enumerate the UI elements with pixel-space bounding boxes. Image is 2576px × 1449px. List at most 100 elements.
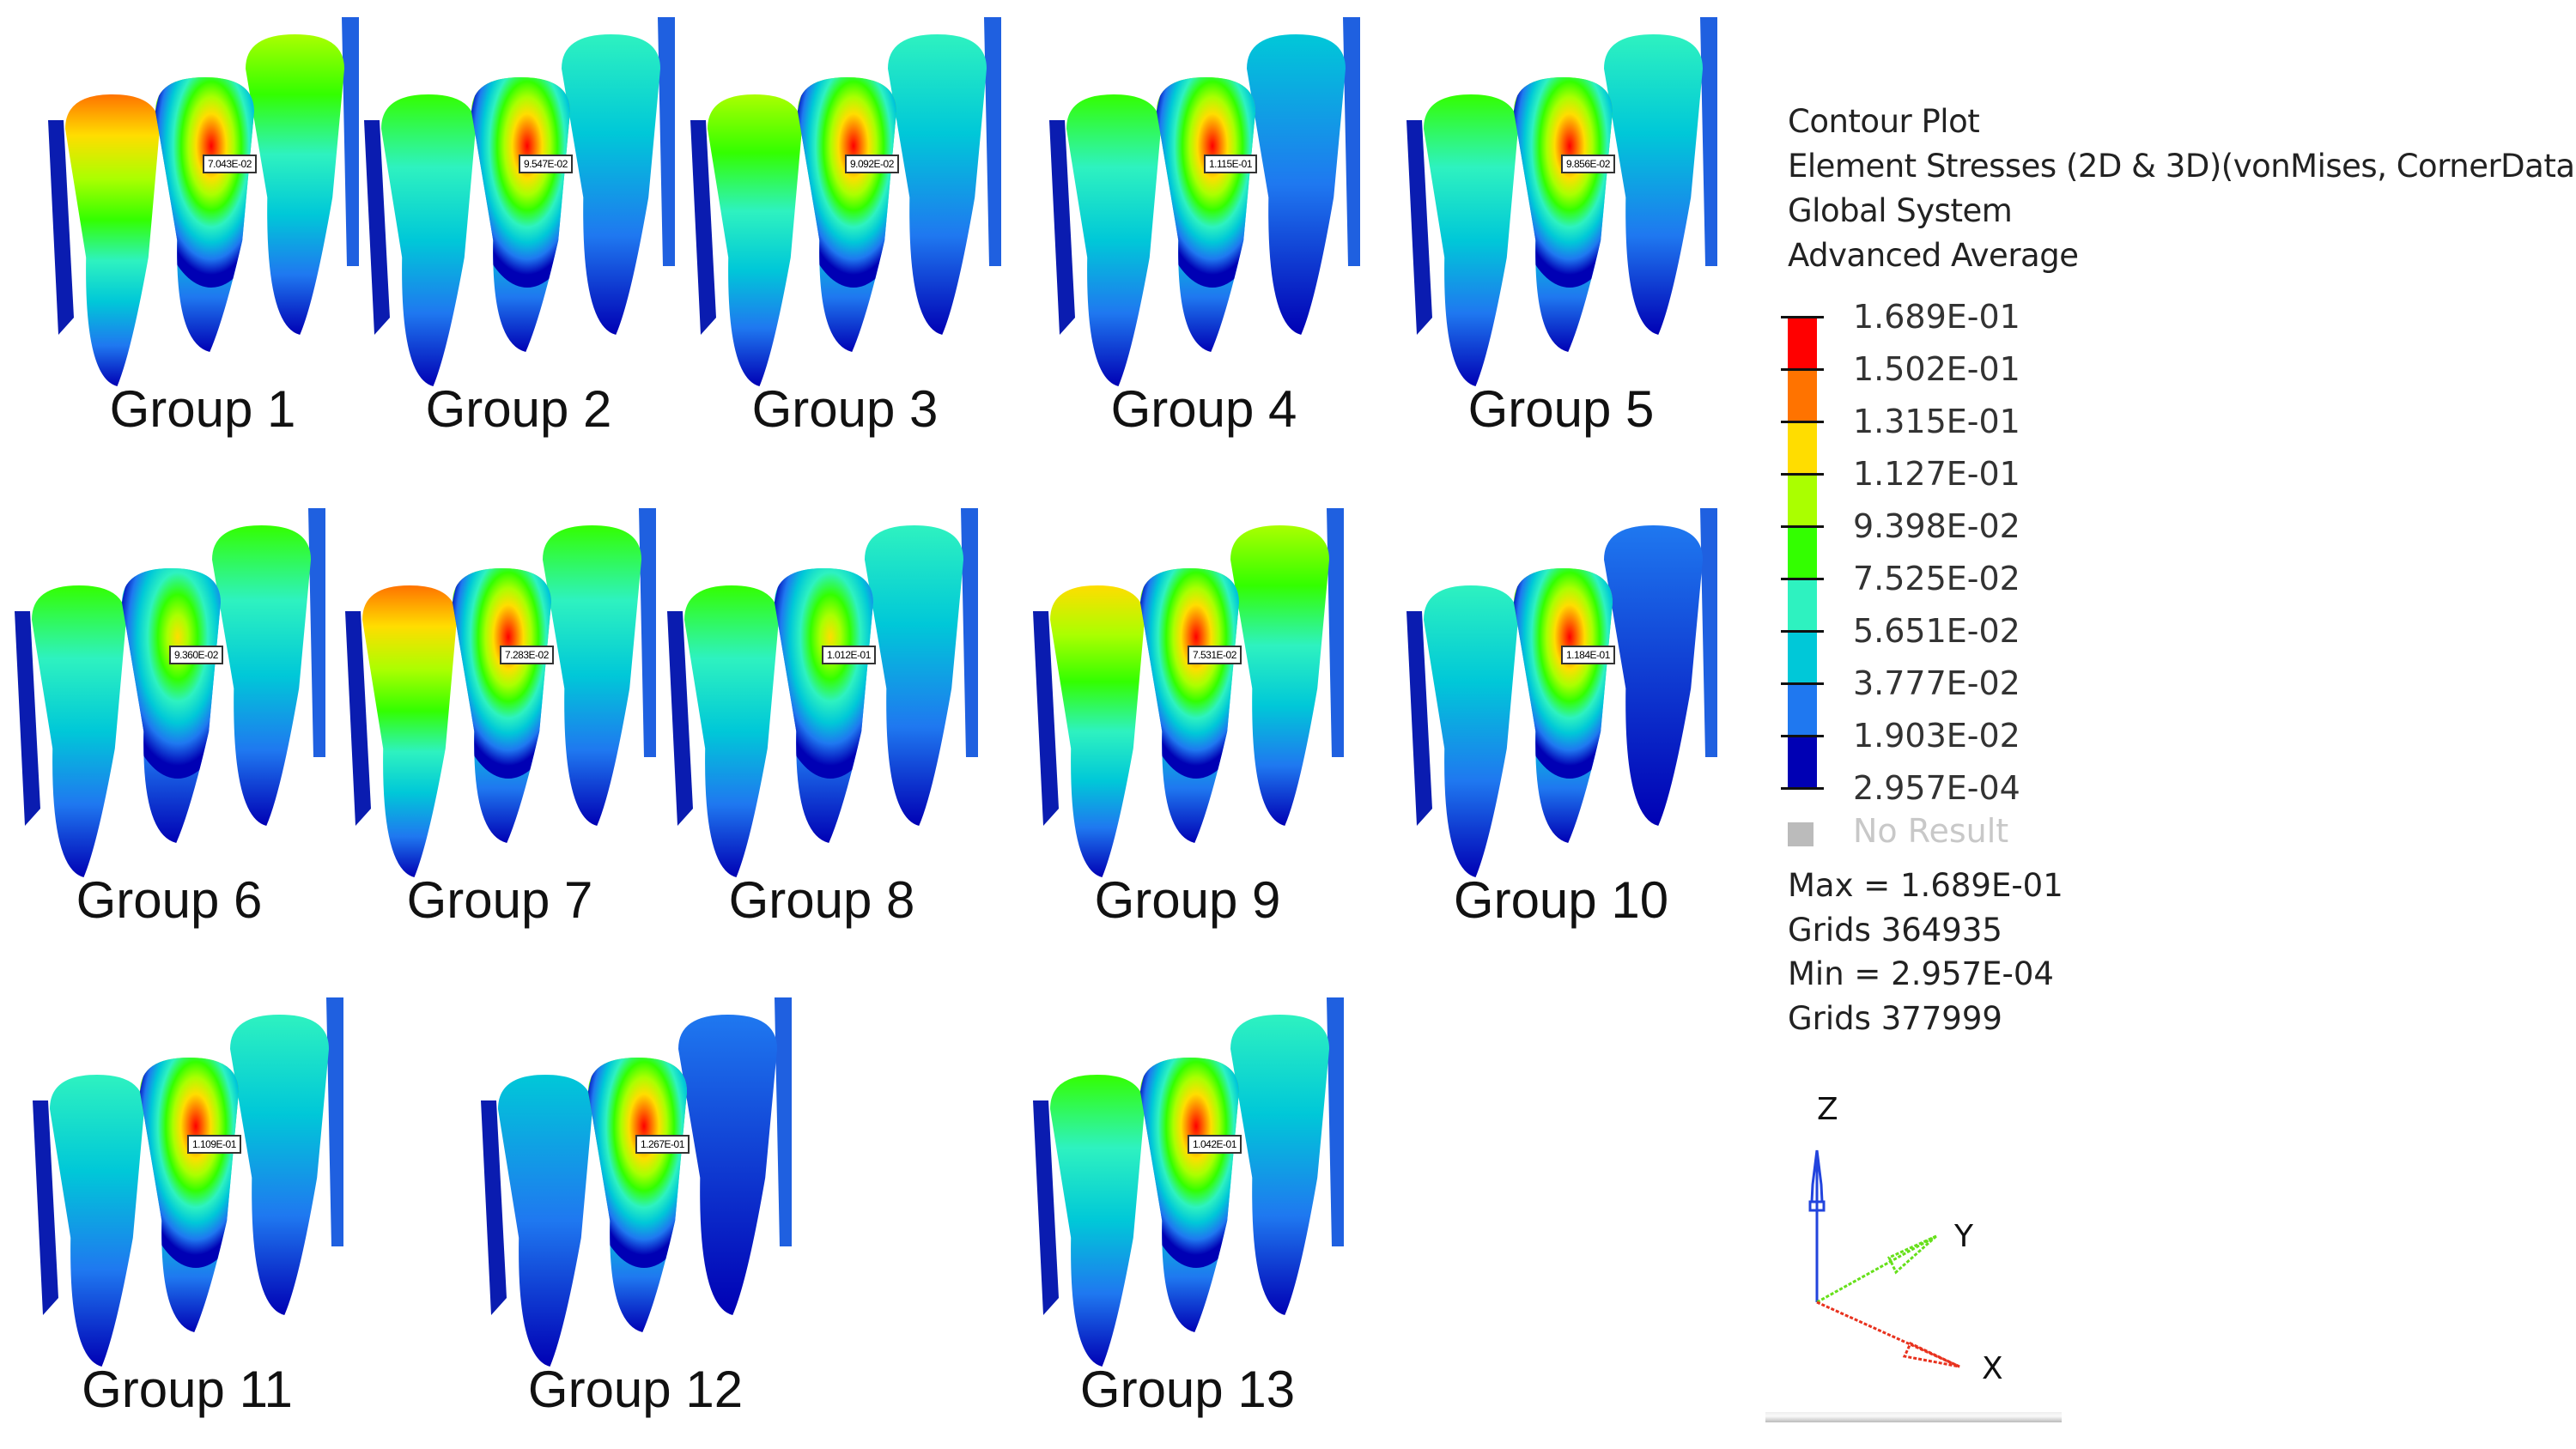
max-stress-label: 9.856E-02 <box>1561 155 1615 173</box>
tooth-left <box>708 94 802 386</box>
max-stress-label: 9.360E-02 <box>169 646 223 664</box>
color-bar-tick <box>1781 735 1824 737</box>
group-panel: 1.109E-01 <box>24 989 350 1384</box>
tooth-model <box>364 17 675 386</box>
tooth-right <box>543 525 641 826</box>
tooth-model <box>481 997 792 1367</box>
max-stress-label: 9.547E-02 <box>519 155 573 173</box>
adjacent-tooth-right <box>639 508 656 757</box>
tooth-right <box>865 525 963 826</box>
adjacent-tooth-left <box>481 1100 507 1315</box>
max-stress-label: 1.267E-01 <box>635 1135 690 1154</box>
z-axis-arrow <box>1808 1149 1826 1302</box>
adjacent-tooth-left <box>1033 611 1059 826</box>
group-panel: 9.856E-02 <box>1398 9 1724 403</box>
x-axis-arrow <box>1816 1300 1960 1368</box>
tooth-left <box>684 585 779 877</box>
tooth-right <box>1247 34 1346 335</box>
max-stress-label: 7.283E-02 <box>500 646 554 664</box>
max-stress-label: 1.115E-01 <box>1204 155 1257 173</box>
y-axis-arrow <box>1816 1234 1937 1304</box>
adjacent-tooth-right <box>658 17 675 266</box>
group-panel: 7.283E-02 <box>337 500 663 894</box>
tooth-right <box>1230 525 1329 826</box>
level-label: 1.502E-01 <box>1853 350 2020 388</box>
legend-system: Global System <box>1788 192 2013 229</box>
group-panel: 1.012E-01 <box>659 500 985 894</box>
group-label: Group 8 <box>728 871 915 929</box>
group-label: Group 6 <box>76 871 263 929</box>
axis-triad-arrows <box>1808 1149 1960 1368</box>
tooth-model <box>1406 17 1717 386</box>
color-bar-tick <box>1781 682 1824 685</box>
tooth-left <box>362 585 457 877</box>
adjacent-tooth-right <box>984 17 1001 266</box>
group-label: Group 13 <box>1079 1361 1296 1418</box>
color-band <box>1788 526 1817 579</box>
color-bar-tick <box>1781 787 1824 790</box>
tooth-left <box>65 94 160 386</box>
group-label: Group 2 <box>425 380 612 438</box>
color-band <box>1788 579 1817 631</box>
tooth-right <box>1604 34 1703 335</box>
color-bar-tick <box>1781 578 1824 580</box>
tooth-right <box>1604 525 1703 826</box>
tooth-model <box>1033 508 1344 877</box>
tooth-model <box>667 508 978 877</box>
adjacent-tooth-right <box>1327 997 1344 1246</box>
group-panel: 1.184E-01 <box>1398 500 1724 894</box>
level-label: 1.689E-01 <box>1853 298 2020 336</box>
tooth-right <box>230 1015 329 1315</box>
group-label: Group 10 <box>1453 871 1669 929</box>
horizontal-scrollbar[interactable] <box>1765 1412 2062 1422</box>
tooth-right <box>1230 1015 1329 1315</box>
adjacent-tooth-right <box>1327 508 1344 757</box>
color-band <box>1788 369 1817 421</box>
adjacent-tooth-left <box>364 120 390 335</box>
level-label: 9.398E-02 <box>1853 507 2020 545</box>
tooth-model <box>1406 508 1717 877</box>
color-band <box>1788 317 1817 369</box>
color-bar-tick <box>1781 316 1824 318</box>
tooth-right <box>212 525 311 826</box>
adjacent-tooth-right <box>1343 17 1360 266</box>
adjacent-tooth-right <box>775 997 792 1246</box>
max-stress-label: 7.531E-02 <box>1188 646 1242 664</box>
level-label: 1.127E-01 <box>1853 455 2020 493</box>
level-label: 7.525E-02 <box>1853 560 2020 597</box>
group-panel: 9.547E-02 <box>355 9 682 403</box>
color-bar-tick <box>1781 368 1824 371</box>
tooth-model <box>1033 997 1344 1367</box>
tooth-model <box>33 997 343 1367</box>
adjacent-tooth-left <box>667 611 693 826</box>
adjacent-tooth-left <box>345 611 371 826</box>
group-panel: 9.360E-02 <box>6 500 332 894</box>
group-label: Group 9 <box>1094 871 1281 929</box>
group-label: Group 11 <box>82 1361 293 1418</box>
min-grids: Grids 377999 <box>1788 1000 2002 1037</box>
max-stress-label: 7.043E-02 <box>203 155 257 173</box>
group-label: Group 7 <box>406 871 593 929</box>
max-stress-label: 1.042E-01 <box>1188 1135 1242 1154</box>
tooth-left <box>1424 94 1518 386</box>
min-value: Min = 2.957E-04 <box>1788 955 2054 992</box>
adjacent-tooth-left <box>1049 120 1075 335</box>
group-panel: 7.043E-02 <box>39 9 366 403</box>
adjacent-tooth-right <box>342 17 359 266</box>
y-axis-label: Y <box>1954 1219 1973 1254</box>
tooth-model <box>345 508 656 877</box>
group-panel: 1.042E-01 <box>1024 989 1351 1384</box>
tooth-right <box>562 34 660 335</box>
adjacent-tooth-right <box>961 508 978 757</box>
no-result-label: No Result <box>1853 812 2009 850</box>
adjacent-tooth-left <box>15 611 40 826</box>
tooth-right <box>246 34 344 335</box>
x-axis-label: X <box>1982 1351 2003 1386</box>
group-panel: 9.092E-02 <box>682 9 1008 403</box>
legend-result-type: Element Stresses (2D & 3D)(vonMises, Cor… <box>1788 148 2576 185</box>
group-label: Group 12 <box>527 1361 744 1418</box>
adjacent-tooth-left <box>33 1100 58 1315</box>
max-grids: Grids 364935 <box>1788 912 2002 949</box>
level-label: 2.957E-04 <box>1853 769 2020 807</box>
group-label: Group 3 <box>751 380 939 438</box>
